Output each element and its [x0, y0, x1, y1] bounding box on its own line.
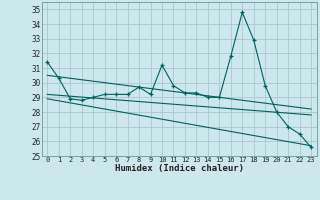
X-axis label: Humidex (Indice chaleur): Humidex (Indice chaleur)	[115, 164, 244, 173]
